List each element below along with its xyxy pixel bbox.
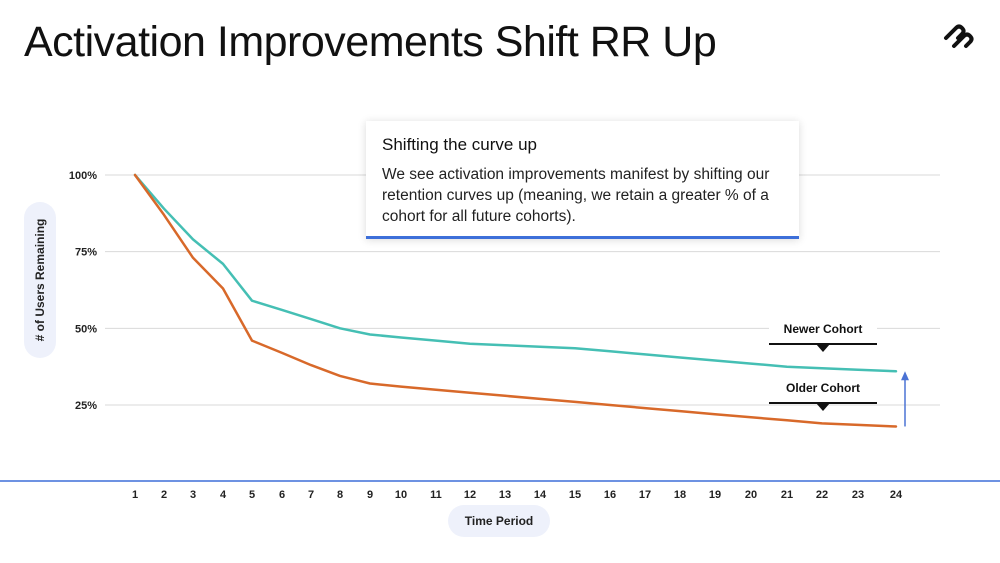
series-line-older-cohort <box>133 173 898 428</box>
x-tick-label: 5 <box>249 489 255 501</box>
shift-up-arrow <box>901 371 909 427</box>
x-tick-label: 15 <box>569 489 581 501</box>
x-tick-label: 13 <box>499 489 511 501</box>
x-axis-label: Time Period <box>448 505 550 537</box>
x-tick-labels: 1 2 3 4 5 6 7 8 9 10 11 12 13 14 15 16 17 18 19 20 21 22 23 24 <box>132 489 903 501</box>
legend-newer-cohort: Newer Cohort <box>769 315 877 345</box>
x-tick-label: 3 <box>190 489 196 501</box>
x-tick-label: 2 <box>161 489 167 501</box>
x-tick-label: 1 <box>132 489 138 501</box>
x-tick-label: 20 <box>745 489 757 501</box>
y-tick-label: 100% <box>69 170 97 182</box>
x-tick-label: 14 <box>534 489 547 501</box>
y-tick-labels: 25% 50% 75% 100% <box>69 170 97 412</box>
series-lines <box>133 173 898 428</box>
series-line-newer-cohort <box>133 173 898 373</box>
x-tick-label: 18 <box>674 489 686 501</box>
x-tick-label: 10 <box>395 489 407 501</box>
legend-older-cohort: Older Cohort <box>769 374 877 404</box>
x-tick-label: 22 <box>816 489 828 501</box>
arrow-head <box>901 371 909 381</box>
x-tick-label: 11 <box>430 489 442 501</box>
x-tick-label: 12 <box>464 489 476 501</box>
y-tick-label: 25% <box>75 400 97 412</box>
x-tick-label: 24 <box>890 489 903 501</box>
x-tick-label: 8 <box>337 489 343 501</box>
x-tick-label: 19 <box>709 489 721 501</box>
x-tick-label: 16 <box>604 489 616 501</box>
callout-box: Shifting the curve up We see activation … <box>366 121 799 239</box>
x-tick-label: 6 <box>279 489 285 501</box>
y-tick-label: 50% <box>75 323 97 335</box>
x-tick-label: 9 <box>367 489 373 501</box>
x-tick-label: 17 <box>639 489 651 501</box>
callout-body: We see activation improvements manifest … <box>382 166 770 225</box>
x-tick-label: 4 <box>220 489 227 501</box>
brand-logo-icon <box>944 24 974 48</box>
x-tick-label: 7 <box>308 489 314 501</box>
y-tick-label: 75% <box>75 247 97 259</box>
slide-title: Activation Improvements Shift RR Up <box>24 18 717 66</box>
callout-heading: Shifting the curve up <box>382 135 537 154</box>
y-axis-label: # of Users Remaining <box>33 218 47 342</box>
x-tick-label: 23 <box>852 489 864 501</box>
y-axis-label-pill <box>24 202 56 358</box>
x-tick-label: 21 <box>781 489 793 501</box>
